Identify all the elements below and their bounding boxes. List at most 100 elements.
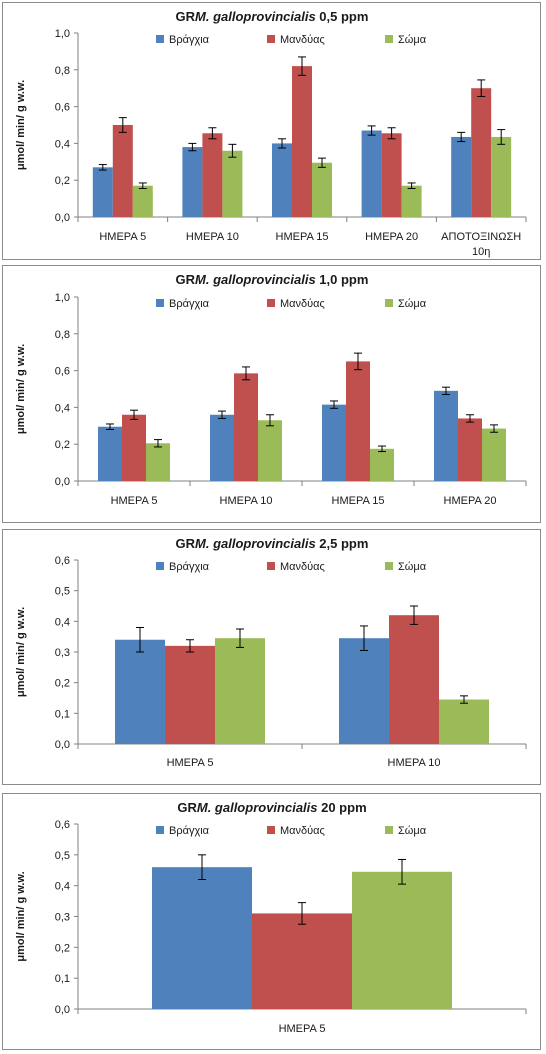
bar-body [439, 699, 489, 744]
bar-gills [322, 404, 346, 481]
chart-svg-20ppm: GRM. galloprovincialis 20 ppm Βράγχια Μανδ… [15, 800, 527, 1035]
y-tick-label: 0,6 [55, 366, 70, 378]
chart-panel-1-0ppm: GRM. galloprovincialis 1,0 ppm Βράγχια Μαν… [2, 265, 541, 523]
chart-svg-2-5ppm: GRM. galloprovincialis 2,5 ppm Βράγχια Μαν… [15, 536, 527, 769]
y-tick-label: 0,6 [55, 555, 70, 567]
bar-gills [152, 867, 252, 1009]
bar-mantle [471, 88, 492, 217]
legend-swatch-mantle [267, 826, 275, 834]
x-category-label: ΗΜΕΡΑ 20 [444, 495, 497, 507]
legend-swatch-mantle [267, 562, 275, 570]
y-tick-label: 0,6 [55, 102, 70, 114]
legend-label-gills: Βράγχια [169, 34, 210, 46]
y-tick-label: 0,0 [55, 739, 70, 751]
bar-mantle [234, 373, 258, 481]
bar-mantle [389, 615, 439, 744]
bar-gills [98, 426, 122, 481]
legend-label-gills: Βράγχια [169, 825, 210, 837]
y-tick-label: 0,2 [55, 942, 70, 954]
legend-label-body: Σώμα [398, 825, 427, 837]
chart-title-prefix: GR [176, 536, 196, 551]
bar-body [352, 871, 452, 1009]
y-tick-label: 1,0 [55, 292, 70, 304]
chart-title: GRM. galloprovincialis 20 ppm [177, 800, 366, 815]
bar-body [491, 136, 512, 217]
x-category-label: ΗΜΕΡΑ 10 [186, 231, 239, 243]
y-axis-label: μmol/ min/ g w.w. [15, 344, 27, 434]
y-tick-label: 0,0 [55, 476, 70, 488]
chart-title: GRM. galloprovincialis 1,0 ppm [176, 272, 369, 287]
y-tick-label: 0,6 [55, 819, 70, 831]
chart-title-suffix: 20 ppm [318, 800, 367, 815]
legend-label-body: Σώμα [398, 298, 427, 310]
y-axis-label: μmol/ min/ g w.w. [15, 607, 27, 697]
x-category-label: ΗΜΕΡΑ 10 [220, 495, 273, 507]
bar-mantle [381, 133, 402, 217]
legend-swatch-body [385, 826, 393, 834]
chart-title-species: M. galloprovincialis [197, 800, 318, 815]
chart-title-prefix: GR [176, 9, 196, 24]
y-tick-label: 0,2 [55, 175, 70, 187]
y-tick-label: 0,4 [55, 881, 70, 893]
y-tick-label: 0,3 [55, 912, 70, 924]
chart-title-suffix: 1,0 ppm [316, 272, 369, 287]
legend-label-mantle: Μανδύας [280, 34, 325, 46]
legend-label-mantle: Μανδύας [280, 298, 325, 310]
legend-label-mantle: Μανδύας [280, 825, 325, 837]
legend-swatch-gills [156, 35, 164, 43]
chart-svg-1-0ppm: GRM. galloprovincialis 1,0 ppm Βράγχια Μαν… [15, 272, 527, 507]
bar-mantle [122, 414, 146, 481]
y-tick-label: 0,0 [55, 212, 70, 224]
bar-mantle [165, 645, 215, 744]
bar-body [312, 162, 332, 217]
chart-title-suffix: 2,5 ppm [316, 536, 369, 551]
x-category-label: ΗΜΕΡΑ 5 [99, 231, 146, 243]
x-category-label: ΗΜΕΡΑ 10 [388, 757, 441, 769]
bar-mantle [458, 418, 482, 481]
bar-gills [272, 143, 292, 217]
bar-body [370, 448, 394, 481]
chart-panel-20ppm: GRM. galloprovincialis 20 ppm Βράγχια Μανδ… [2, 793, 541, 1050]
chart-panel-2-5ppm: GRM. galloprovincialis 2,5 ppm Βράγχια Μαν… [2, 529, 541, 785]
bar-gills [434, 390, 458, 481]
legend-swatch-gills [156, 299, 164, 307]
y-tick-label: 0,5 [55, 850, 70, 862]
bar-body [132, 185, 153, 217]
legend-swatch-body [385, 562, 393, 570]
legend-label-gills: Βράγχια [169, 561, 210, 573]
bar-gills [339, 638, 389, 744]
legend-swatch-gills [156, 826, 164, 834]
chart-title-prefix: GR [176, 272, 196, 287]
x-category-label: ΗΜΕΡΑ 5 [167, 757, 214, 769]
y-tick-label: 0,1 [55, 973, 70, 985]
y-axis-label: μmol/ min/ g w.w. [15, 871, 27, 961]
y-tick-label: 0,4 [55, 138, 70, 150]
bar-body [215, 638, 265, 744]
bar-mantle [202, 133, 223, 217]
chart-title-species: M. galloprovincialis [195, 272, 316, 287]
x-category-label: ΗΜΕΡΑ 5 [111, 495, 158, 507]
legend-swatch-body [385, 299, 393, 307]
bar-gills [361, 130, 382, 217]
legend-label-mantle: Μανδύας [280, 561, 325, 573]
legend-label-body: Σώμα [398, 561, 427, 573]
chart-svg-0-5ppm: GRM. galloprovincialis 0,5 ppm Βράγχια Μαν… [15, 9, 527, 258]
chart-title: GRM. galloprovincialis 0,5 ppm [176, 9, 369, 24]
legend-label-gills: Βράγχια [169, 298, 210, 310]
legend-swatch-body [385, 35, 393, 43]
bar-mantle [252, 913, 352, 1009]
chart-panel-0-5ppm: GRM. galloprovincialis 0,5 ppm Βράγχια Μαν… [2, 2, 541, 260]
bar-body [222, 150, 243, 217]
x-category-label: ΗΜΕΡΑ 15 [276, 231, 329, 243]
bar-mantle [292, 66, 312, 217]
y-tick-label: 0,4 [55, 616, 70, 628]
y-tick-label: 0,2 [55, 678, 70, 690]
y-axis-label: μmol/ min/ g w.w. [15, 80, 27, 170]
legend-label-body: Σώμα [398, 34, 427, 46]
legend-swatch-mantle [267, 35, 275, 43]
chart-title-prefix: GR [177, 800, 197, 815]
x-category-label: ΑΠΟΤΟΞΙΝΩΣΗ 10η [441, 231, 521, 258]
bar-gills [182, 147, 203, 217]
bar-mantle [112, 125, 133, 217]
y-tick-label: 0,8 [55, 65, 70, 77]
